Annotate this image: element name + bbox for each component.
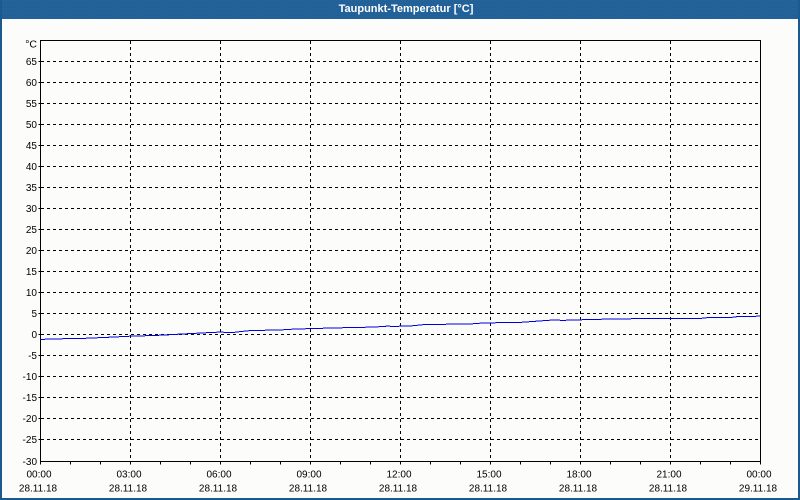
svg-text:15:00: 15:00 bbox=[476, 470, 501, 481]
svg-text:-5: -5 bbox=[28, 351, 37, 362]
svg-text:40: 40 bbox=[26, 162, 38, 173]
svg-text:28.11.18: 28.11.18 bbox=[559, 484, 598, 495]
svg-text:12:00: 12:00 bbox=[386, 470, 411, 481]
svg-text:25: 25 bbox=[26, 225, 38, 236]
svg-text:-10: -10 bbox=[23, 372, 38, 383]
svg-text:09:00: 09:00 bbox=[296, 470, 321, 481]
svg-text:5: 5 bbox=[31, 309, 37, 320]
svg-text:50: 50 bbox=[26, 120, 38, 131]
svg-text:00:00: 00:00 bbox=[746, 470, 771, 481]
svg-text:15: 15 bbox=[26, 267, 38, 278]
svg-text:28.11.18: 28.11.18 bbox=[109, 484, 148, 495]
svg-text:30: 30 bbox=[26, 204, 38, 215]
svg-text:60: 60 bbox=[26, 78, 38, 89]
svg-text:28.11.18: 28.11.18 bbox=[289, 484, 328, 495]
svg-text:03:00: 03:00 bbox=[116, 470, 141, 481]
svg-text:06:00: 06:00 bbox=[206, 470, 231, 481]
svg-text:00:00: 00:00 bbox=[26, 470, 51, 481]
svg-text:65: 65 bbox=[26, 57, 38, 68]
svg-text:-30: -30 bbox=[23, 457, 38, 468]
svg-text:28.11.18: 28.11.18 bbox=[469, 484, 508, 495]
svg-text:21:00: 21:00 bbox=[656, 470, 681, 481]
svg-text:55: 55 bbox=[26, 99, 38, 110]
svg-text:28.11.18: 28.11.18 bbox=[649, 484, 688, 495]
svg-text:28.11.18: 28.11.18 bbox=[19, 484, 58, 495]
svg-text:29.11.18: 29.11.18 bbox=[739, 484, 778, 495]
svg-text:45: 45 bbox=[26, 141, 38, 152]
svg-text:28.11.18: 28.11.18 bbox=[199, 484, 238, 495]
svg-text:18:00: 18:00 bbox=[566, 470, 591, 481]
svg-text:35: 35 bbox=[26, 183, 38, 194]
svg-text:-15: -15 bbox=[23, 393, 38, 404]
svg-text:0: 0 bbox=[31, 330, 37, 341]
svg-text:20: 20 bbox=[26, 246, 38, 257]
svg-text:°C: °C bbox=[25, 39, 37, 51]
svg-text:28.11.18: 28.11.18 bbox=[379, 484, 418, 495]
svg-text:-25: -25 bbox=[23, 435, 38, 446]
svg-text:10: 10 bbox=[26, 288, 38, 299]
svg-text:-20: -20 bbox=[23, 414, 38, 425]
